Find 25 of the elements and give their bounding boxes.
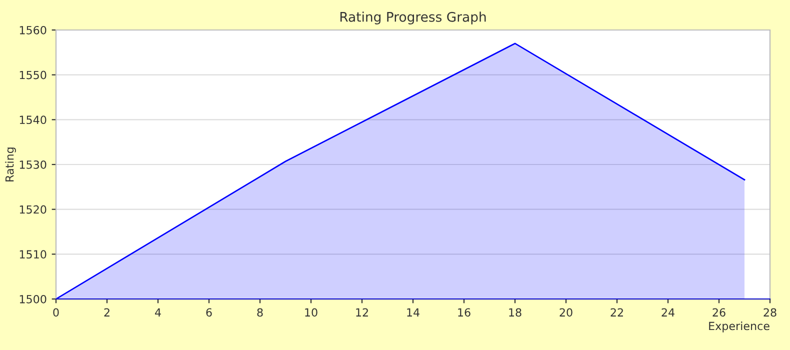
x-tick-label: 22 [610,308,623,316]
y-tick-label: 1530 [20,160,46,169]
y-tick-label: 1510 [20,250,46,259]
y-tick-label: 1550 [20,70,46,80]
y-tick-label: 1540 [20,116,46,124]
x-tick-label: 6 [206,308,212,317]
x-tick-label: 10 [305,308,318,317]
chart-title: Rating Progress Graph [340,12,486,24]
x-tick-label: 12 [356,308,368,316]
x-tick-label: 8 [257,308,263,317]
x-tick-label: 24 [662,308,674,316]
y-tick-label: 1520 [20,205,46,214]
y-tick-label: 1500 [20,294,46,304]
x-axis-title: Experience [709,322,770,332]
x-tick-label: 16 [458,308,470,317]
x-tick-label: 2 [104,308,110,316]
x-tick-label: 18 [509,308,522,317]
x-tick-label: 14 [407,308,420,316]
x-tick-label: 28 [764,308,776,317]
x-tick-label: 26 [712,308,726,317]
y-tick-label: 1560 [20,26,46,34]
x-tick-label: 4 [155,308,161,316]
y-axis-title: Rating [5,148,16,182]
x-tick-label: 20 [560,308,572,317]
x-tick-label: 0 [53,308,59,317]
